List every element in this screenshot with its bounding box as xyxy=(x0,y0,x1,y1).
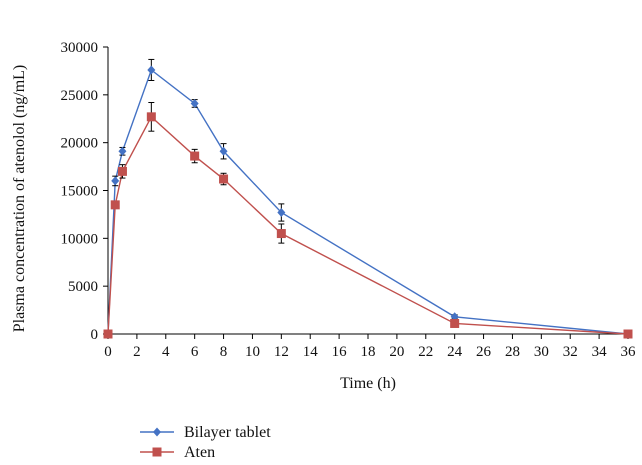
y-tick-label: 30000 xyxy=(61,40,99,56)
y-tick-label: 0 xyxy=(91,327,99,343)
data-point xyxy=(219,146,228,156)
series-1 xyxy=(103,101,633,339)
x-tick-label: 8 xyxy=(220,344,228,360)
legend-label: Bilayer tablet xyxy=(184,424,271,441)
data-point xyxy=(623,329,633,339)
y-axis: 0 5000 10000 15000 20000 25000 30000 xyxy=(61,40,109,343)
series-line xyxy=(107,68,629,335)
x-tick-label: 20 xyxy=(389,344,404,360)
x-tick-label: 24 xyxy=(447,344,463,360)
data-point xyxy=(190,151,200,161)
x-tick-label: 32 xyxy=(563,344,578,360)
x-tick-label: 10 xyxy=(245,344,260,360)
x-tick-label: 28 xyxy=(505,344,520,360)
data-point xyxy=(276,229,286,239)
x-tick-label: 34 xyxy=(592,344,608,360)
x-tick-label: 4 xyxy=(162,344,170,360)
x-tick-label: 18 xyxy=(361,344,376,360)
x-tick-label: 14 xyxy=(303,344,319,360)
y-tick-label: 25000 xyxy=(61,88,99,104)
x-tick-label: 2 xyxy=(133,344,141,360)
series-0 xyxy=(104,58,632,339)
data-point xyxy=(146,112,156,122)
y-tick-label: 10000 xyxy=(61,231,99,247)
data-point xyxy=(147,65,156,75)
data-point xyxy=(118,146,127,156)
x-tick-label: 36 xyxy=(621,344,637,360)
data-point xyxy=(117,166,127,176)
legend-label: Aten xyxy=(184,444,215,461)
data-point xyxy=(103,329,113,339)
y-tick-label: 15000 xyxy=(61,184,99,200)
y-tick-label: 20000 xyxy=(61,136,99,152)
x-tick-label: 6 xyxy=(191,344,199,360)
data-point xyxy=(277,208,286,218)
x-tick-label: 26 xyxy=(476,344,492,360)
y-axis-title: Plasma concentration of atenolol (ng/mL) xyxy=(11,65,28,332)
legend-marker xyxy=(152,447,162,457)
series-layer xyxy=(103,58,633,339)
x-tick-label: 16 xyxy=(332,344,348,360)
legend: Bilayer tablet Aten xyxy=(140,424,271,461)
x-tick-label: 30 xyxy=(534,344,549,360)
x-axis: 0 2 4 6 8 10 12 14 16 18 20 22 24 26 28 30 32 34 36 xyxy=(104,333,637,360)
data-point xyxy=(111,176,120,186)
data-point xyxy=(110,200,120,210)
y-tick-label: 5000 xyxy=(68,279,98,295)
series-line xyxy=(107,115,629,335)
legend-item: Bilayer tablet xyxy=(140,424,271,441)
legend-marker xyxy=(153,427,161,437)
data-point xyxy=(450,318,460,328)
x-tick-label: 0 xyxy=(104,344,112,360)
legend-item: Aten xyxy=(140,444,215,461)
x-tick-label: 22 xyxy=(418,344,433,360)
x-axis-title: Time (h) xyxy=(340,375,396,392)
data-point xyxy=(190,98,199,108)
x-tick-label: 12 xyxy=(274,344,289,360)
data-point xyxy=(219,174,229,184)
